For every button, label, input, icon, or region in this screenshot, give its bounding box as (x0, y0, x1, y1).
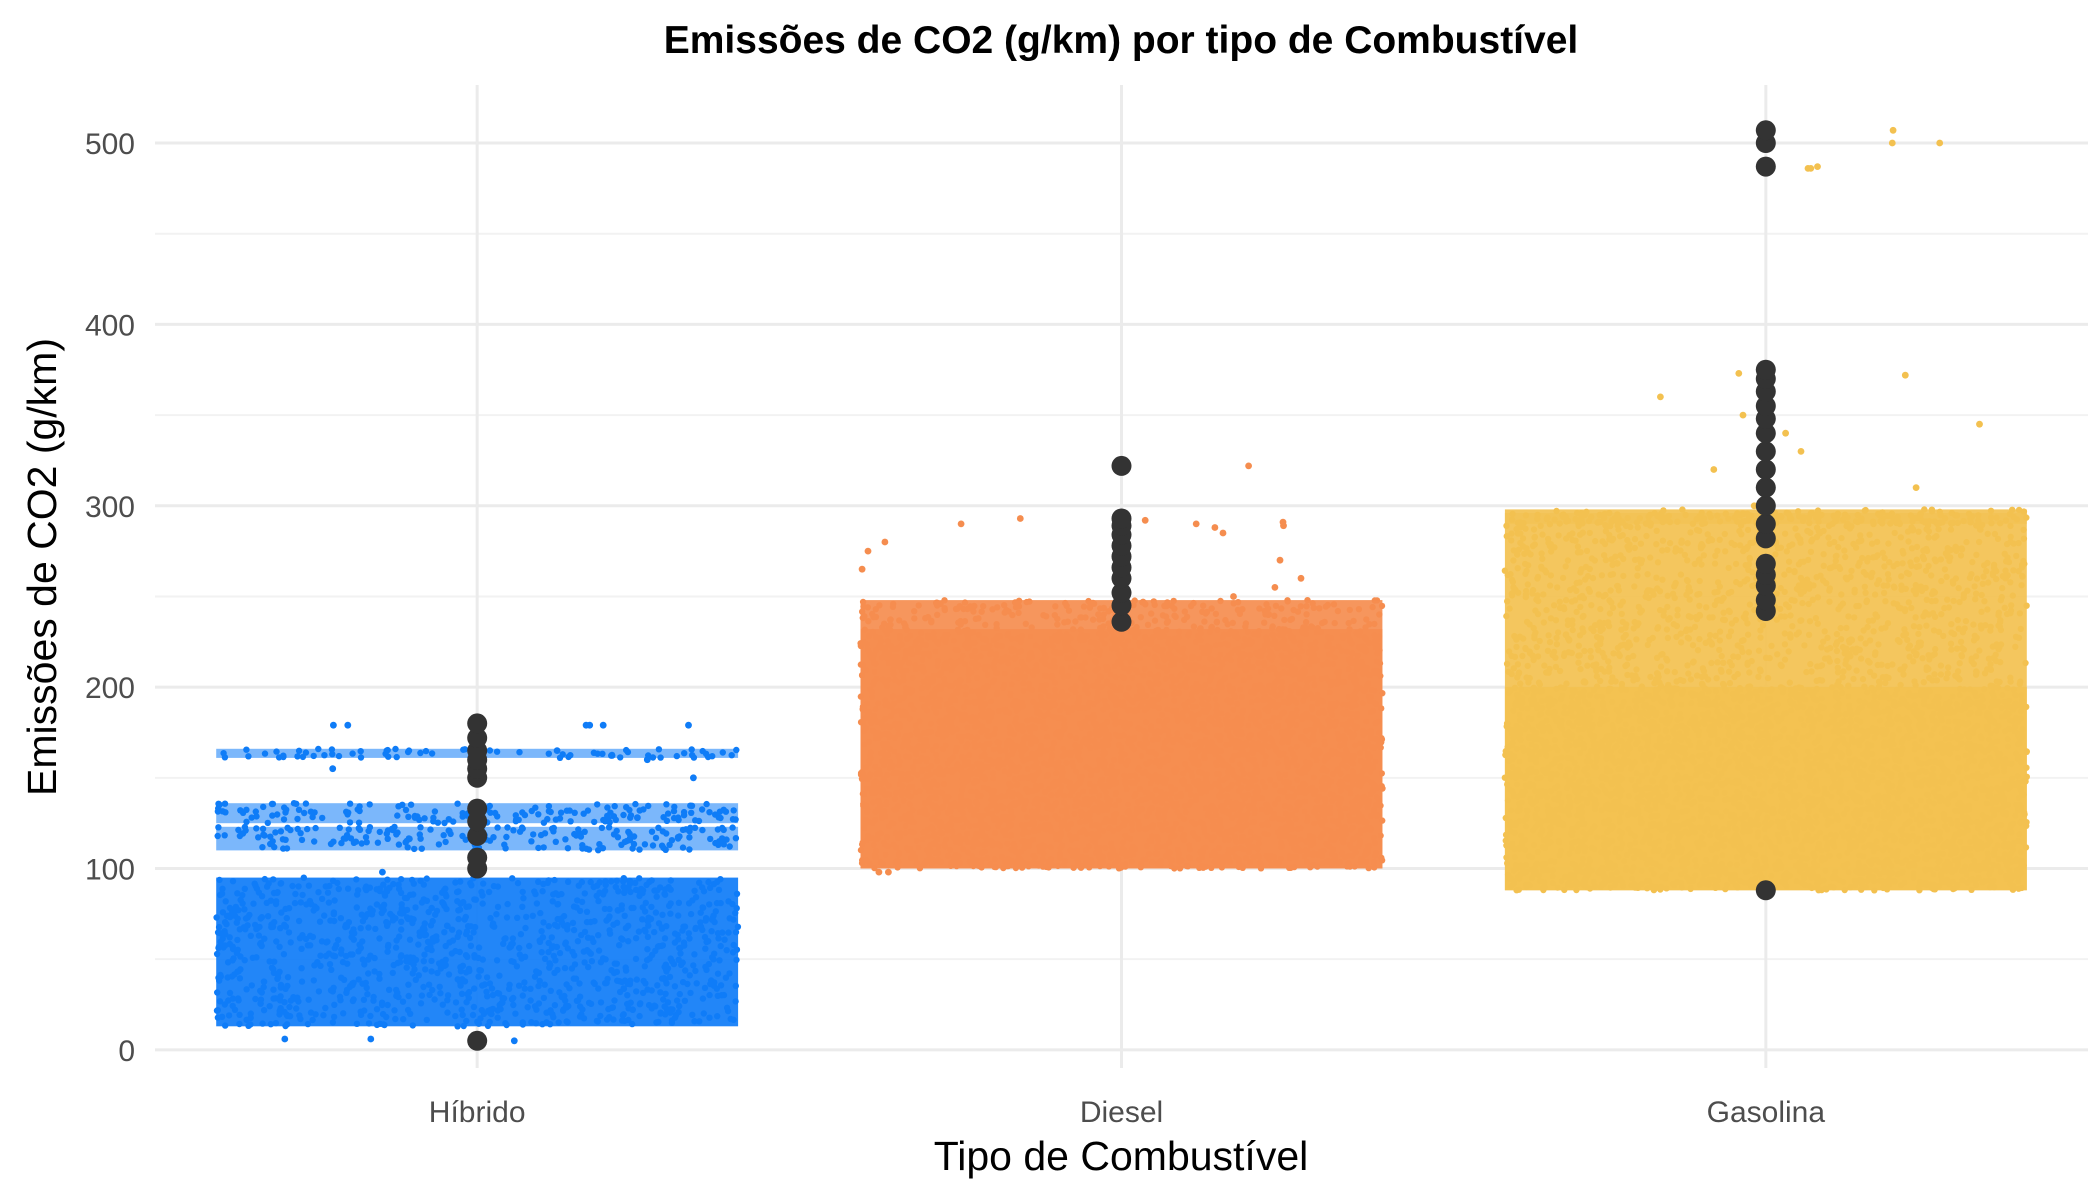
data-point (510, 1037, 518, 1045)
data-point (690, 774, 697, 782)
data-point (582, 721, 590, 729)
data-point (281, 1035, 289, 1043)
data-point (367, 1035, 375, 1043)
dense-point-cloud (216, 877, 739, 1027)
data-point (553, 747, 561, 754)
data-point (634, 814, 641, 822)
series-Diesel (857, 462, 1386, 876)
data-point (329, 765, 337, 773)
data-point (685, 721, 692, 729)
data-point (344, 721, 352, 729)
data-point (599, 721, 607, 729)
data-point (330, 721, 337, 729)
data-point (643, 756, 651, 764)
data-point (379, 868, 386, 876)
points-layer (213, 126, 2031, 1045)
